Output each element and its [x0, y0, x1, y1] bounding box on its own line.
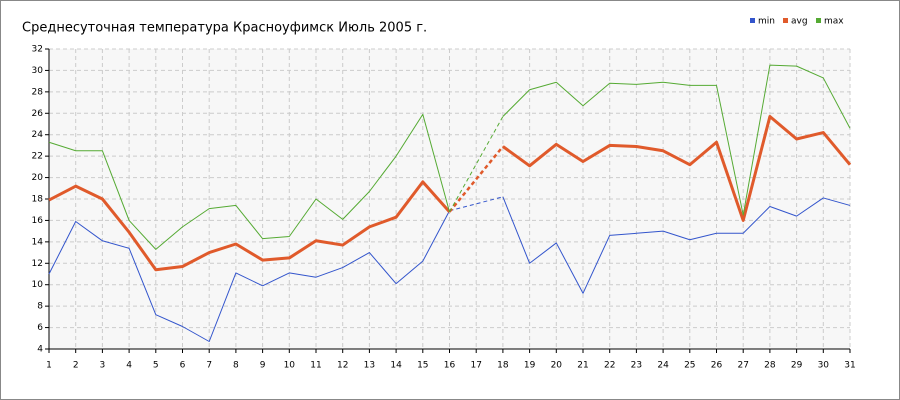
x-tick-label: 8: [233, 361, 239, 371]
x-tick-label: 2: [73, 361, 79, 371]
legend-swatch: [783, 18, 788, 23]
series-line: [48, 210, 450, 342]
y-tick-label: 12: [32, 259, 43, 269]
x-tick-label: 24: [657, 361, 669, 371]
x-tick-label: 9: [260, 361, 266, 371]
x-tick-label: 5: [153, 361, 159, 371]
gap-bridge: [449, 116, 504, 213]
x-tick-label: 27: [737, 361, 748, 371]
x-tick-label: 15: [417, 361, 428, 371]
x-tick-label: 1: [46, 361, 52, 371]
x-tick-label: 11: [310, 361, 321, 371]
x-tick-label: 31: [844, 361, 855, 371]
y-tick-label: 22: [32, 152, 43, 162]
series-line: [502, 196, 851, 294]
x-tick-label: 7: [206, 361, 212, 371]
x-tick-label: 23: [631, 361, 642, 371]
x-tick-label: 19: [524, 361, 536, 371]
chart-title: Среднесуточная температура Красноуфимск …: [22, 21, 427, 36]
x-tick-label: 30: [818, 361, 830, 371]
y-tick-label: 14: [32, 237, 44, 247]
y-tick-label: 26: [32, 109, 44, 119]
y-tick-label: 18: [32, 195, 44, 205]
legend-swatch: [750, 18, 755, 23]
x-tick-label: 6: [180, 361, 186, 371]
y-tick-label: 28: [32, 87, 44, 97]
x-tick-label: 3: [100, 361, 106, 371]
y-tick-label: 24: [32, 130, 44, 140]
x-tick-label: 29: [791, 361, 803, 371]
x-tick-label: 17: [470, 361, 481, 371]
gap-bridge: [449, 196, 504, 212]
x-tick-label: 18: [497, 361, 509, 371]
x-tick-label: 14: [390, 361, 402, 371]
legend-label: min: [758, 17, 775, 27]
x-tick-label: 13: [364, 361, 375, 371]
x-tick-label: 26: [711, 361, 723, 371]
x-tick-label: 20: [551, 361, 563, 371]
x-tick-label: 28: [764, 361, 776, 371]
series-line: [502, 115, 852, 222]
y-tick-label: 16: [32, 216, 44, 226]
x-tick-label: 22: [604, 361, 615, 371]
x-tick-label: 4: [126, 361, 132, 371]
y-tick-label: 6: [37, 323, 43, 333]
y-tick-label: 8: [37, 302, 43, 312]
y-tick-label: 32: [32, 45, 43, 55]
legend-label: max: [824, 17, 844, 27]
x-tick-label: 12: [337, 361, 348, 371]
x-tick-label: 10: [284, 361, 296, 371]
y-tick-label: 10: [32, 280, 44, 290]
y-tick-label: 20: [32, 173, 44, 183]
x-tick-label: 16: [444, 361, 456, 371]
legend-swatch: [816, 18, 821, 23]
gap-bridge: [448, 145, 504, 213]
series-line: [48, 113, 450, 250]
y-tick-label: 4: [37, 345, 43, 355]
series-line: [48, 180, 451, 272]
x-tick-label: 21: [577, 361, 588, 371]
legend-label: avg: [791, 17, 808, 27]
x-tick-label: 25: [684, 361, 695, 371]
y-tick-label: 30: [32, 66, 44, 76]
legend: min avg max: [750, 17, 844, 27]
series-line: [502, 64, 851, 216]
